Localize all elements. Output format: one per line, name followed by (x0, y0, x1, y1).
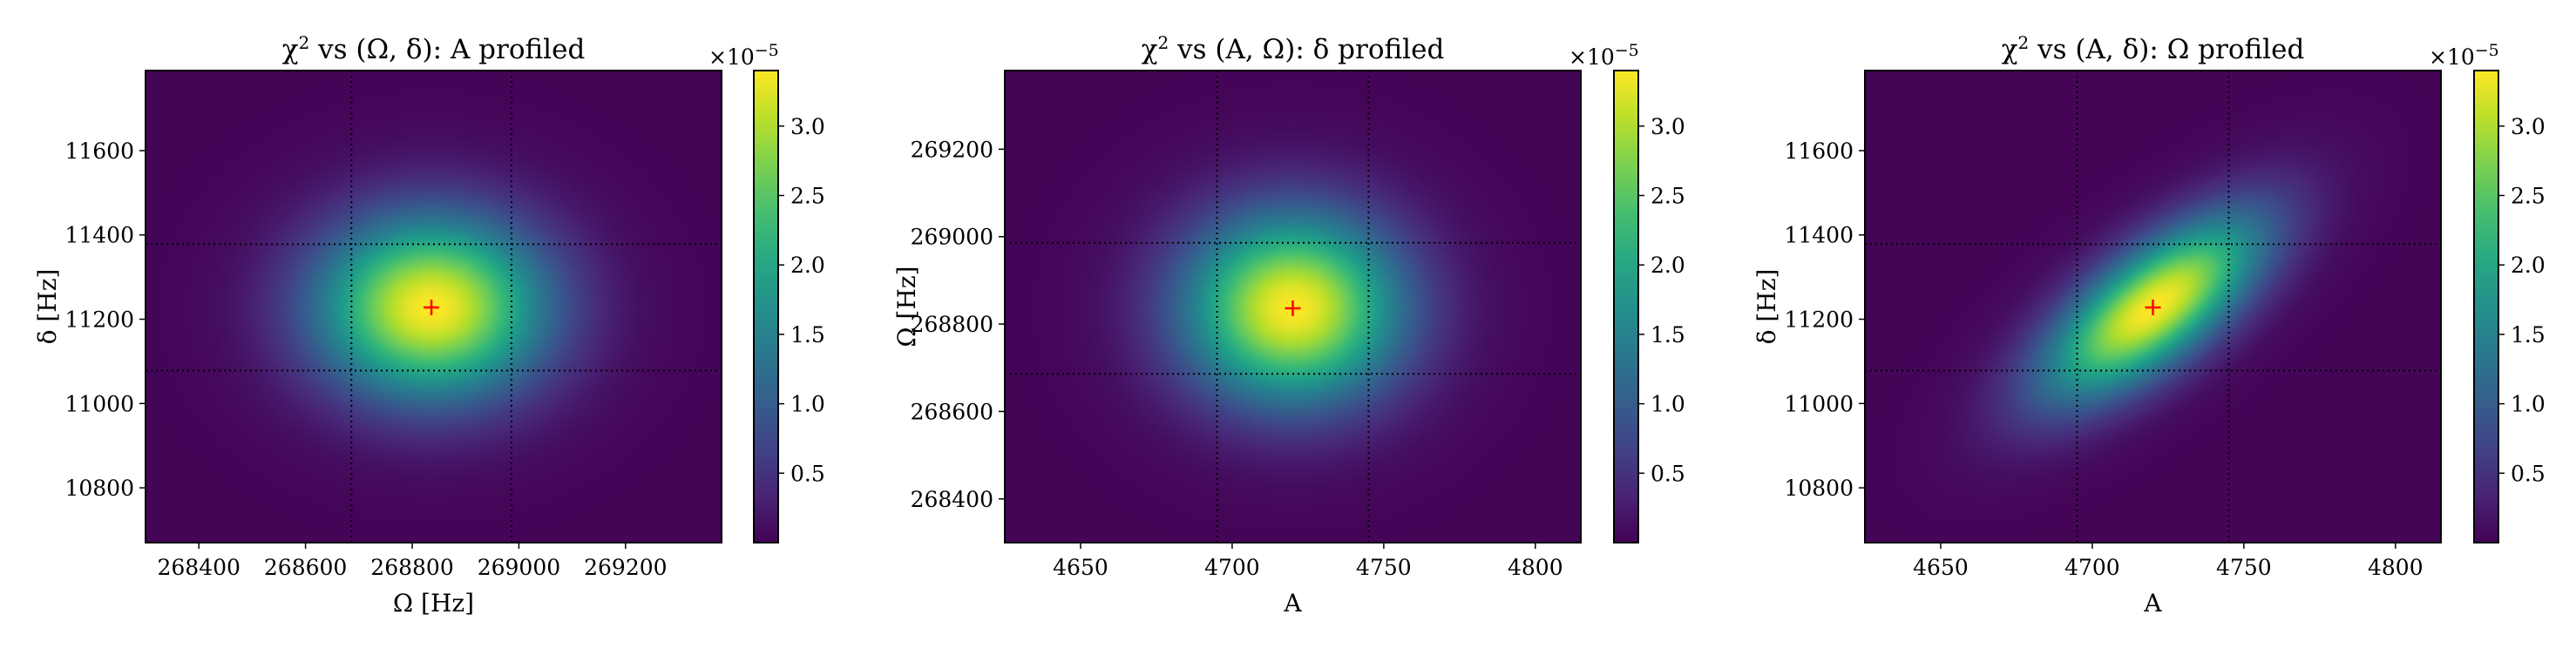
x-axis-label: Ω [Hz] (393, 589, 474, 618)
x-tick-label: 269200 (584, 555, 667, 580)
colorbar-tick-label: 2.0 (1651, 253, 1685, 278)
y-tick-label: 11600 (1784, 138, 1854, 164)
x-axis-label: A (1283, 589, 1302, 618)
colorbar-tick-label: 2.5 (790, 183, 825, 208)
best-fit-marker (424, 299, 440, 315)
colorbar-multiplier: ×10−5 (708, 41, 779, 70)
y-tick-label: 268800 (911, 312, 993, 337)
panel-title: χ2 vs (Ω, δ): A profiled (282, 32, 586, 65)
colorbar-tick-label: 2.0 (2511, 253, 2545, 278)
y-tick-label: 269200 (911, 137, 993, 162)
y-axis-label: Ω [Hz] (892, 266, 921, 347)
y-tick-label: 11200 (1784, 307, 1854, 333)
colorbar-tick-label: 0.5 (1651, 461, 1685, 486)
x-tick-label: 268800 (370, 555, 453, 580)
panel-3: 4650 4700 4750 4800 10800 11000 11200 11400 1160… (1752, 32, 2545, 618)
x-tick-label: 4700 (1204, 555, 1260, 580)
axes-frame (1004, 70, 1582, 543)
colorbar-multiplier: ×10−5 (2429, 41, 2499, 70)
colorbar-tick-label: 1.0 (790, 392, 825, 417)
y-tick-label: 11000 (64, 391, 134, 416)
best-fit-marker (1285, 300, 1301, 317)
best-fit-marker (2145, 299, 2161, 315)
x-tick-label: 4750 (1356, 555, 1412, 580)
y-tick-label: 268600 (911, 399, 993, 424)
colorbar-tick-label: 2.5 (1651, 183, 1685, 208)
y-tick-label: 11400 (1784, 223, 1854, 248)
colorbar-tick-label: 3.0 (2511, 114, 2545, 139)
y-tick-label: 10800 (1784, 476, 1854, 501)
y-tick-label: 268400 (911, 487, 993, 512)
colorbar-tick-label: 3.0 (1651, 114, 1685, 139)
x-tick-label: 4700 (2064, 555, 2120, 580)
colorbar-tick-label: 2.5 (2511, 183, 2545, 208)
colorbar-tick-label: 2.0 (790, 253, 825, 278)
colorbar (753, 70, 779, 543)
y-tick-label: 11000 (1784, 391, 1854, 416)
colorbar-tick-label: 1.5 (2511, 322, 2545, 348)
x-tick-label: 4650 (1913, 555, 1969, 580)
x-tick-label: 4750 (2216, 555, 2272, 580)
colorbar-tick-label: 1.0 (2511, 392, 2545, 417)
y-tick-label: 11200 (64, 307, 134, 333)
colorbar-tick-label: 1.5 (790, 322, 825, 348)
colorbar-multiplier: ×10−5 (1569, 41, 1639, 70)
y-tick-label: 11600 (64, 138, 134, 164)
colorbar-tick-label: 1.5 (1651, 322, 1685, 348)
y-axis-label: δ [Hz] (33, 269, 62, 345)
x-tick-label: 4650 (1053, 555, 1108, 580)
y-tick-label: 269000 (911, 225, 993, 250)
colorbar-tick-label: 3.0 (790, 114, 825, 139)
x-tick-label: 269000 (478, 555, 560, 580)
y-tick-label: 10800 (64, 476, 134, 501)
x-axis-label: A (2143, 589, 2162, 618)
panel-title: χ2 vs (A, Ω): δ profiled (1142, 32, 1445, 65)
x-tick-label: 268400 (157, 555, 240, 580)
axes-frame (145, 70, 722, 543)
colorbar-tick-label: 0.5 (790, 461, 825, 486)
x-tick-label: 268600 (264, 555, 347, 580)
y-tick-label: 11400 (64, 223, 134, 248)
colorbar-tick-label: 0.5 (2511, 461, 2545, 486)
axes-frame (1864, 70, 2442, 543)
panel-1: 268400 268600 268800 269000 269200 10800 11000… (33, 32, 825, 618)
colorbar-tick-label: 1.0 (1651, 392, 1685, 417)
colorbar (1613, 70, 1639, 543)
x-tick-label: 4800 (2368, 555, 2423, 580)
x-tick-label: 4800 (1508, 555, 1563, 580)
colorbar (2473, 70, 2499, 543)
panel-title: χ2 vs (A, δ): Ω profiled (2002, 32, 2305, 65)
panel-2: 4650 4700 4750 4800 268400 268600 268800 269000… (892, 32, 1685, 618)
y-axis-label: δ [Hz] (1752, 269, 1781, 345)
